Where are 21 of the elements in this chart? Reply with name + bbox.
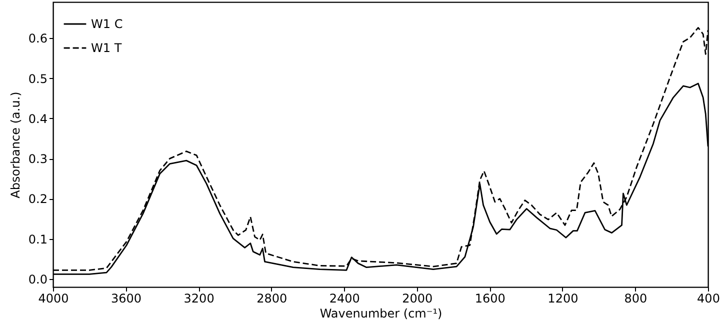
x-tick-label: 1600: [474, 292, 506, 306]
x-tick-label: 2400: [329, 292, 360, 306]
x-tick-label: 800: [624, 292, 648, 306]
x-tick-label: 400: [697, 292, 720, 306]
y-tick-label: 0.5: [28, 72, 48, 86]
y-tick-label: 0.0: [28, 272, 48, 286]
legend-label: W1 T: [91, 41, 122, 55]
y-tick-label: 0.6: [28, 32, 48, 46]
y-tick-label: 0.2: [28, 192, 48, 206]
x-tick-label: 4000: [38, 292, 69, 306]
y-tick-label: 0.4: [28, 112, 48, 126]
y-tick-label: 0.3: [28, 152, 48, 166]
x-tick-label: 1200: [548, 292, 578, 306]
y-axis-title: Absorbance (a.u.): [8, 92, 22, 198]
x-tick-label: 3600: [111, 292, 142, 306]
legend-label: W1 C: [91, 17, 123, 31]
x-tick-label: 3200: [184, 292, 214, 306]
y-tick-label: 0.1: [28, 232, 48, 246]
x-tick-label: 2000: [402, 292, 433, 306]
x-tick-label: 2800: [256, 292, 288, 306]
x-axis-title: Wavenumber (cm⁻¹): [320, 306, 442, 320]
